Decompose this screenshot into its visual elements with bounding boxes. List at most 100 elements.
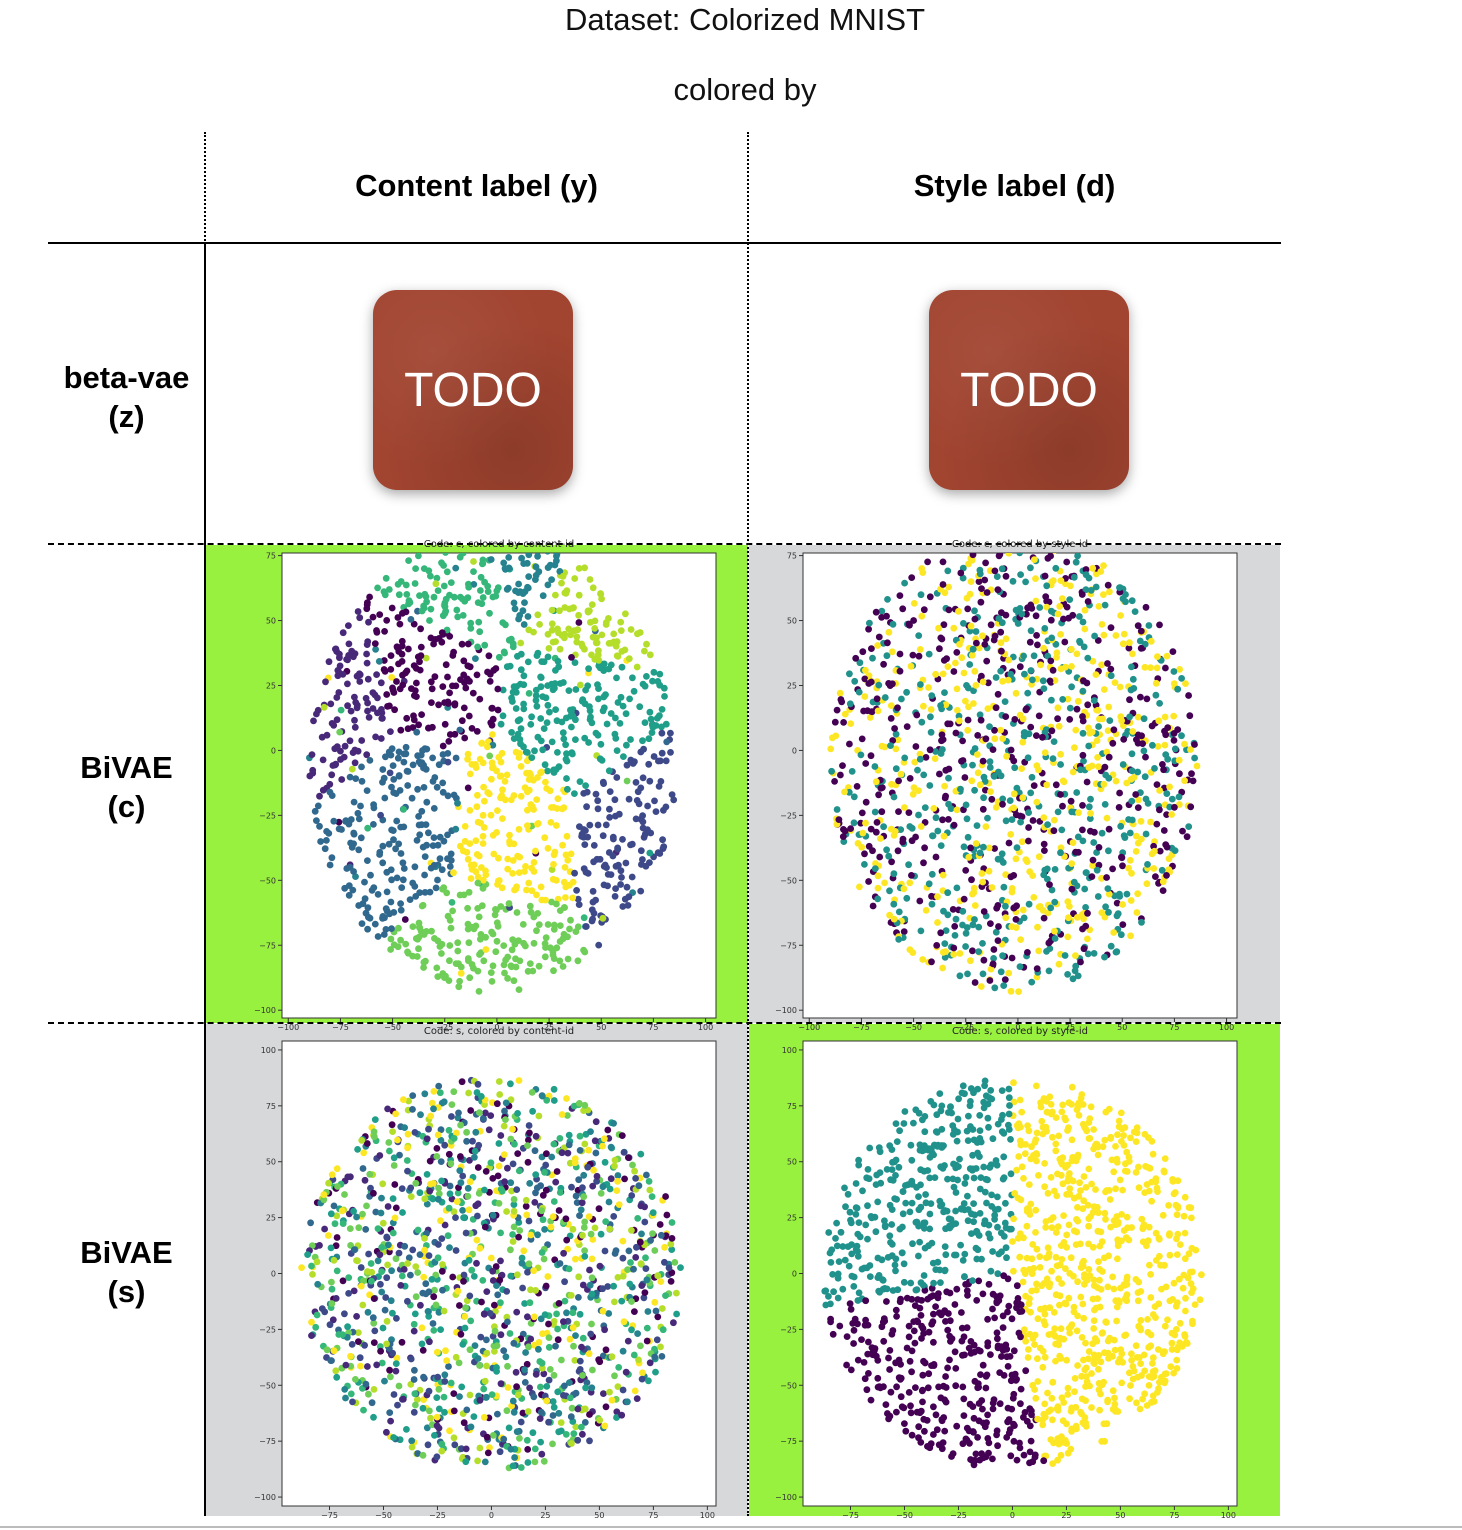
scatter-point: [580, 1171, 588, 1179]
scatter-point: [434, 1131, 442, 1139]
scatter-point: [1099, 715, 1106, 723]
scatter-point: [474, 1355, 482, 1362]
scatter-point: [1035, 947, 1043, 955]
scatter-point: [412, 565, 419, 572]
scatter-point: [418, 607, 426, 615]
scatter-point: [568, 723, 575, 731]
scatter-point: [1057, 761, 1064, 768]
scatter-point: [916, 646, 924, 653]
scatter-point: [561, 864, 569, 871]
scatter-point: [874, 707, 882, 715]
scatter-point: [524, 1142, 531, 1149]
scatter-point: [559, 572, 567, 580]
scatter-point: [862, 819, 869, 827]
scatter-point: [1138, 918, 1145, 926]
scatter-point: [587, 713, 594, 721]
scatter-point: [641, 647, 648, 655]
scatter-point: [524, 583, 531, 591]
scatter-point: [452, 825, 460, 833]
scatter-point: [451, 700, 459, 707]
scatter-point: [321, 1225, 328, 1233]
scatter-point: [1066, 716, 1074, 723]
scatter-point: [489, 930, 497, 938]
scatter-point: [976, 781, 984, 789]
scatter-point: [386, 769, 394, 777]
scatter-point: [398, 1272, 406, 1280]
scatter-point: [501, 1107, 508, 1115]
scatter-point: [936, 645, 943, 653]
scatter-point: [422, 1280, 430, 1288]
scatter-point: [400, 758, 408, 766]
scatter-point: [393, 874, 401, 882]
scatter-point: [615, 1364, 623, 1371]
scatter-point: [456, 1393, 463, 1400]
scatter-point: [518, 1259, 526, 1267]
scatter-point: [1002, 1199, 1009, 1207]
scatter-point: [874, 1374, 882, 1382]
scatter-point: [594, 797, 602, 805]
scatter-point: [460, 1271, 468, 1279]
scatter-point: [597, 740, 605, 748]
scatter-point: [596, 755, 604, 763]
scatter-point: [1153, 664, 1161, 672]
scatter-point: [523, 1211, 531, 1219]
scatter-point: [504, 953, 512, 961]
scatter-point: [945, 774, 952, 782]
scatter-point: [1109, 1387, 1117, 1395]
scatter-point: [987, 1351, 994, 1358]
scatter-point: [613, 1414, 620, 1421]
scatter-point: [634, 1215, 642, 1222]
scatter-point: [528, 803, 536, 810]
scatter-point: [529, 967, 537, 975]
scatter-point: [1105, 847, 1112, 855]
scatter-point: [995, 615, 1003, 622]
scatter-point: [452, 754, 460, 762]
scatter-point: [465, 712, 473, 720]
scatter-point: [926, 782, 934, 789]
scatter-point: [365, 714, 373, 721]
scatter-point: [1127, 932, 1134, 940]
scatter-point: [320, 703, 328, 711]
scatter-point: [569, 1225, 577, 1233]
scatter-point: [551, 1256, 559, 1264]
scatter-point: [992, 704, 1000, 712]
scatter-point: [1132, 848, 1140, 855]
scatter-point: [494, 807, 501, 814]
x-tick-label: −50: [375, 1511, 392, 1520]
scatter-point: [1159, 761, 1166, 768]
todo-placeholder-content: TODO: [373, 290, 573, 490]
scatter-point: [1043, 603, 1051, 611]
scatter-point: [1103, 814, 1111, 822]
scatter-point: [1002, 817, 1010, 825]
scatter-point: [965, 1344, 973, 1352]
scatter-point: [323, 1346, 331, 1354]
scatter-point: [582, 923, 590, 930]
scatter-point: [397, 1282, 405, 1289]
scatter-point: [1169, 1176, 1176, 1183]
scatter-point: [1105, 753, 1113, 761]
scatter-point: [657, 1278, 665, 1285]
scatter-point: [953, 685, 961, 693]
scatter-point: [383, 1233, 391, 1241]
scatter-point: [645, 735, 653, 743]
scatter-point: [1162, 731, 1170, 739]
scatter-point: [524, 1459, 532, 1466]
scatter-point: [605, 767, 613, 775]
scatter-point: [535, 921, 543, 928]
scatter-point: [1070, 878, 1078, 886]
scatter-point: [379, 766, 387, 773]
scatter-point: [920, 771, 928, 779]
scatter-point: [500, 1151, 508, 1158]
scatter-point: [983, 657, 991, 665]
scatter-point: [613, 774, 621, 781]
scatter-point: [530, 1267, 538, 1275]
scatter-point: [385, 1139, 393, 1146]
scatter-point: [363, 650, 370, 658]
scatter-point: [858, 809, 866, 817]
scatter-point: [412, 1293, 420, 1301]
scatter-point: [945, 606, 953, 614]
scatter-point: [480, 1114, 487, 1122]
scatter-point: [525, 1122, 533, 1129]
scatter-point: [526, 960, 534, 967]
scatter-point: [964, 1192, 971, 1200]
